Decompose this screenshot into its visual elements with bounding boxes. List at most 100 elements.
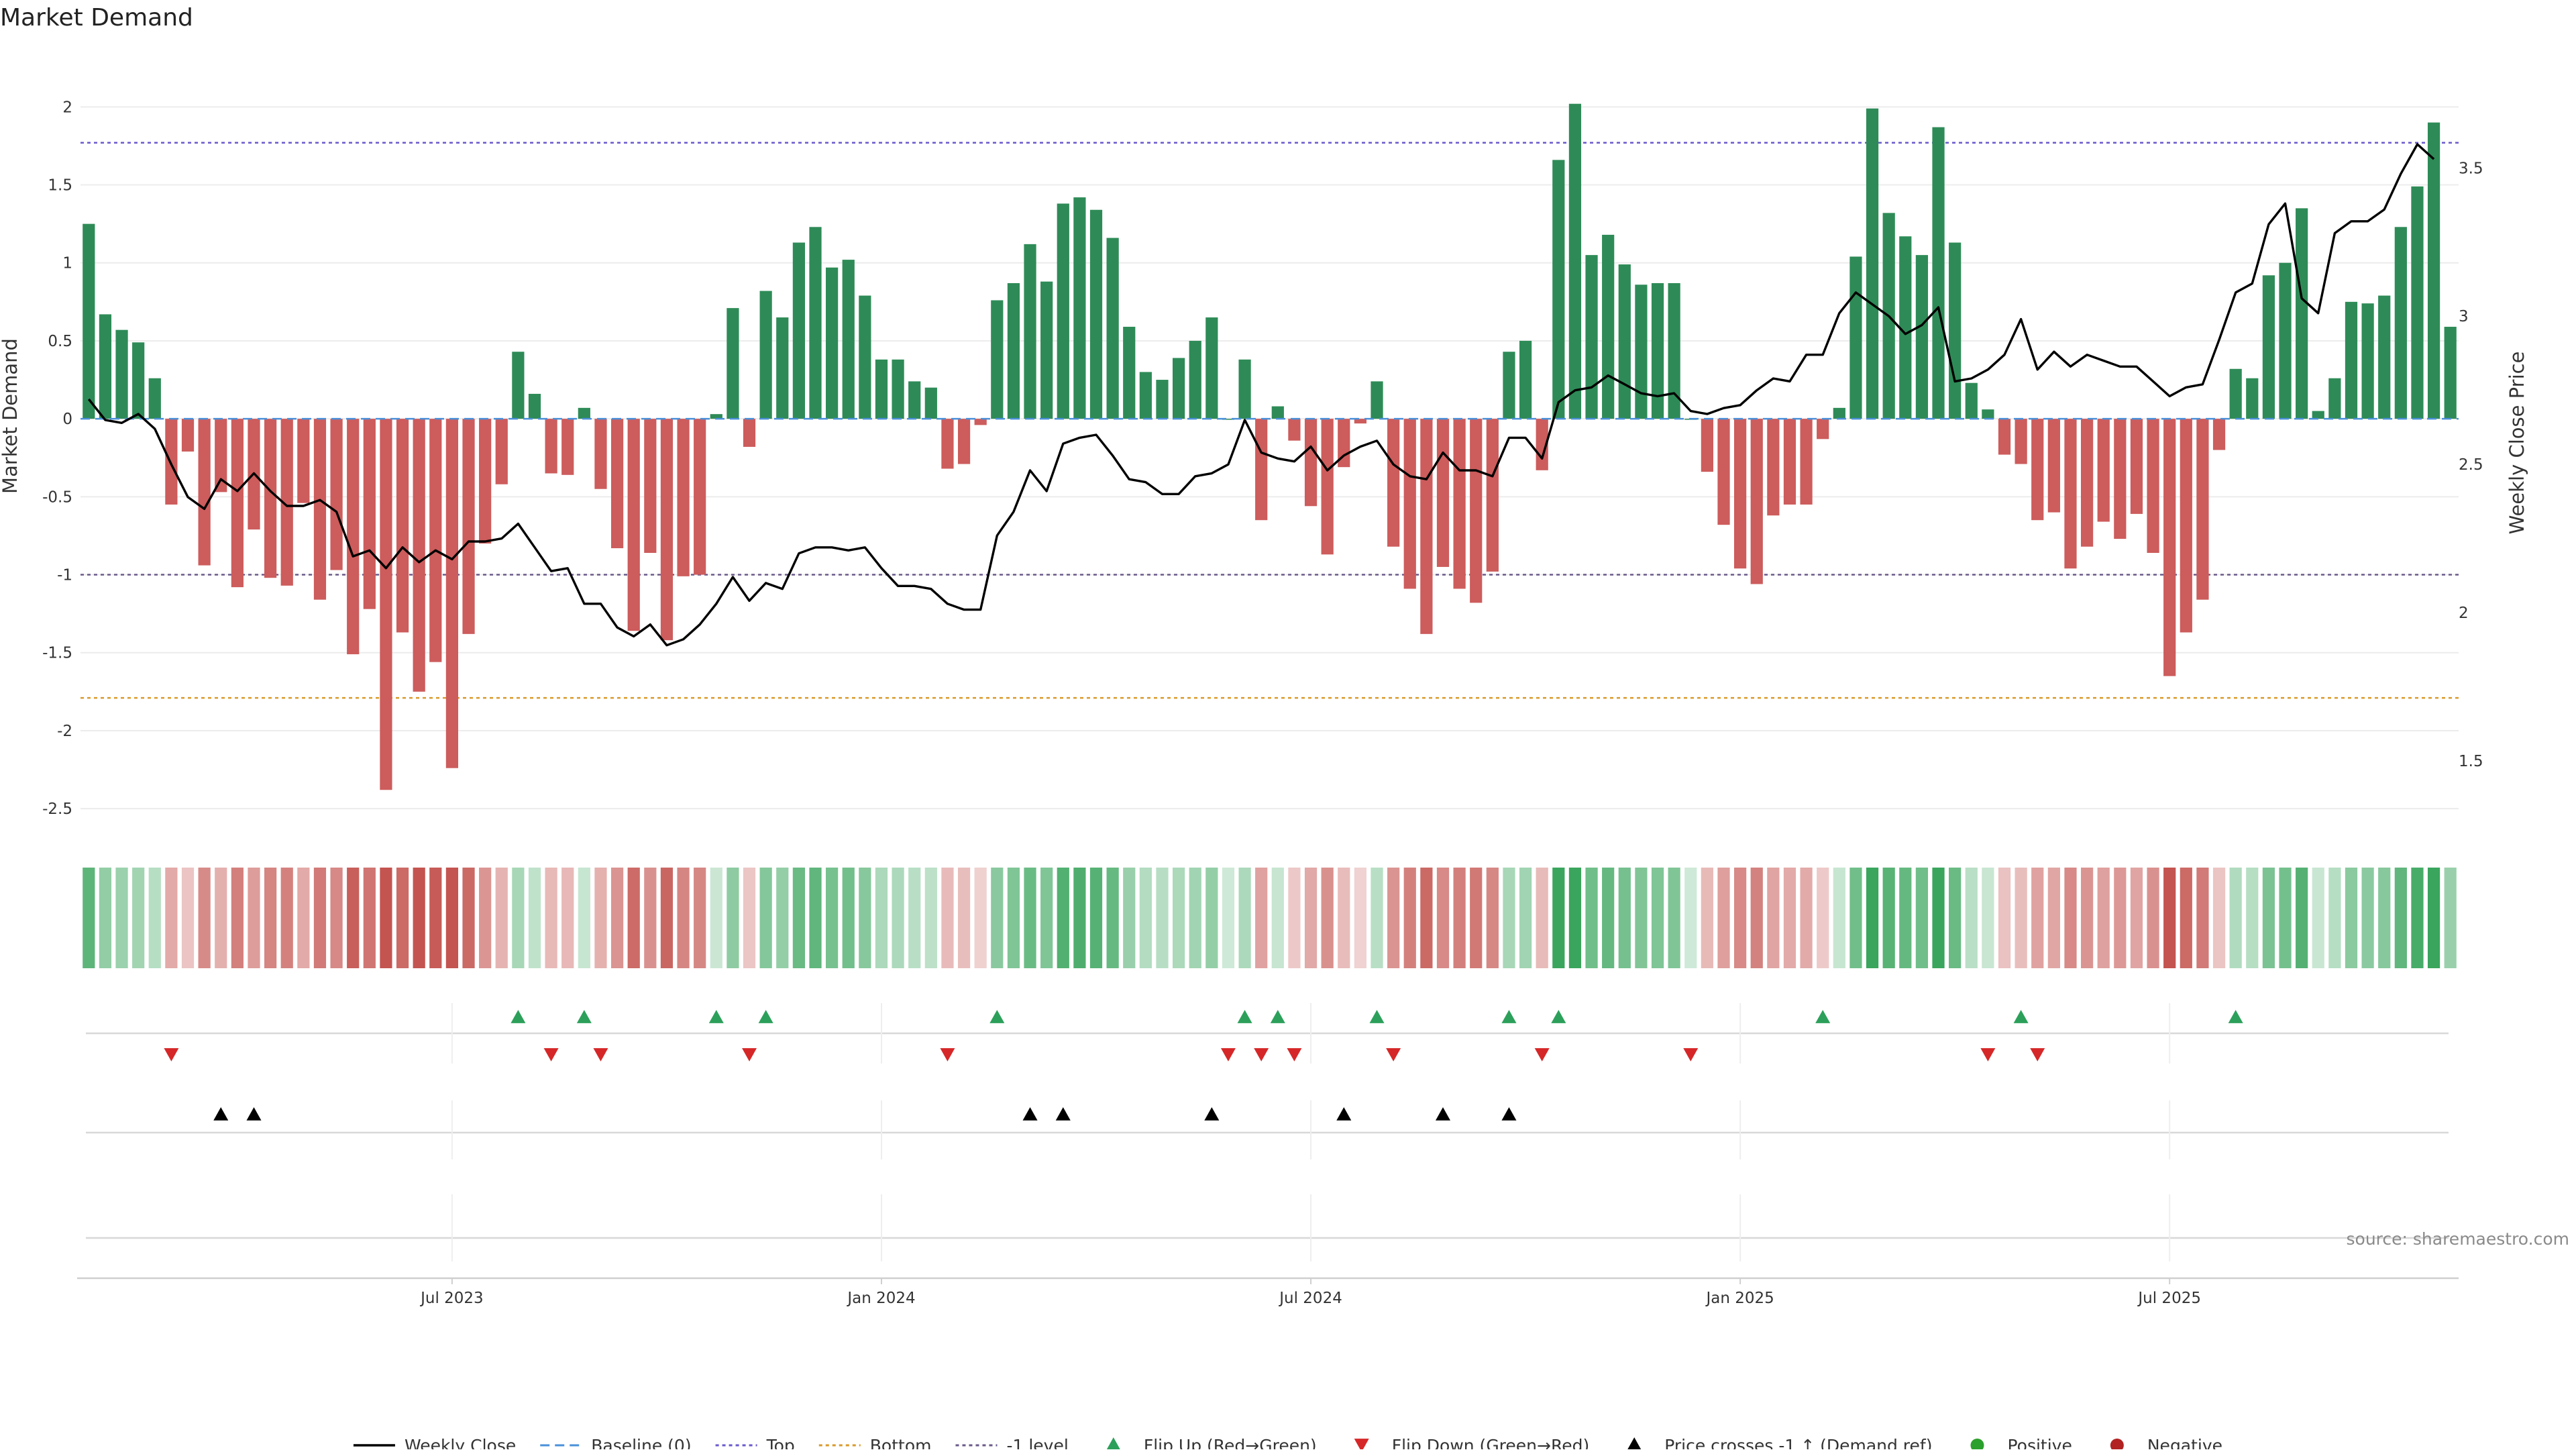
- bar-negative: [297, 419, 310, 503]
- heat-cell: [1965, 868, 1978, 968]
- heat-cell: [231, 868, 244, 968]
- flip-up-marker: [1369, 1010, 1385, 1023]
- bar-negative: [1536, 419, 1548, 470]
- heat-cell: [892, 868, 904, 968]
- x-tick-label: Jul 2025: [2137, 1290, 2201, 1307]
- bar-positive: [776, 317, 789, 419]
- bar-negative: [1767, 419, 1780, 516]
- bar-positive: [1156, 380, 1169, 419]
- bar-positive: [924, 387, 937, 419]
- bar-positive: [2444, 327, 2457, 419]
- bar-positive: [1635, 284, 1648, 419]
- bar-positive: [1519, 340, 1532, 419]
- bar-negative: [1255, 419, 1268, 521]
- right-tick-label: 3: [2459, 308, 2469, 325]
- bar-negative: [363, 419, 376, 609]
- heat-cell: [2147, 868, 2159, 968]
- heat-cell: [1668, 868, 1680, 968]
- legend-label: Flip Up (Red→Green): [1144, 1436, 1317, 1449]
- bar-negative: [694, 419, 706, 575]
- heat-cell: [727, 868, 739, 968]
- heat-cell: [2296, 868, 2308, 968]
- right-tick-label: 1.5: [2459, 753, 2483, 770]
- heat-cell: [1486, 868, 1499, 968]
- heat-cell: [859, 868, 871, 968]
- bar-negative: [1470, 419, 1483, 603]
- heat-cell: [1024, 868, 1036, 968]
- heat-cell: [1288, 868, 1301, 968]
- heat-cell: [1701, 868, 1713, 968]
- bar-positive: [512, 352, 525, 419]
- heat-cell: [776, 868, 789, 968]
- heat-cell: [1767, 868, 1780, 968]
- heat-cell: [280, 868, 293, 968]
- right-tick-label: 2.5: [2459, 456, 2483, 474]
- heat-cell: [1982, 868, 1994, 968]
- bar-positive: [1568, 103, 1582, 419]
- flip-down-marker: [1534, 1048, 1550, 1061]
- heat-cell: [561, 868, 574, 968]
- bar-negative: [1403, 419, 1416, 589]
- bar-negative: [1717, 419, 1730, 525]
- flip-down-marker: [1386, 1048, 1401, 1061]
- reference-lines: [80, 142, 2459, 699]
- cross-up-marker: [1501, 1107, 1517, 1121]
- bar-positive: [2296, 208, 2308, 419]
- bar-negative: [610, 419, 624, 549]
- bar-negative: [2064, 419, 2077, 569]
- bar-positive: [1139, 372, 1152, 419]
- x-tick-label: Jul 2023: [419, 1290, 484, 1307]
- bar-negative: [413, 419, 425, 692]
- bar-positive: [1651, 282, 1664, 419]
- bar-negative: [545, 419, 557, 474]
- bar-positive: [1089, 209, 1103, 419]
- heat-cell: [610, 868, 624, 968]
- bar-positive: [2345, 301, 2358, 419]
- bar-negative: [561, 419, 574, 475]
- heat-cell: [1139, 868, 1152, 968]
- heat-cell: [2444, 868, 2457, 968]
- bar-negative: [2047, 419, 2060, 513]
- bar-negative: [2163, 419, 2176, 676]
- heat-cell: [2279, 868, 2292, 968]
- bar-negative: [495, 419, 508, 484]
- bar-positive: [1602, 234, 1615, 419]
- heat-cell: [462, 868, 475, 968]
- heat-cell: [2047, 868, 2060, 968]
- heat-cell: [677, 868, 690, 968]
- bar-negative: [347, 419, 360, 655]
- bar-positive: [1057, 203, 1069, 419]
- heat-cell: [1800, 868, 1813, 968]
- bar-negative: [1288, 419, 1301, 441]
- bar-positive: [991, 300, 1004, 419]
- bar-negative: [1817, 419, 1829, 439]
- heat-cell: [941, 868, 954, 968]
- bar-positive: [1123, 327, 1136, 419]
- heat-cell: [594, 868, 607, 968]
- bar-negative: [215, 419, 227, 492]
- bar-positive: [132, 342, 145, 419]
- cross-up-marker: [1204, 1107, 1220, 1121]
- bar-negative: [2196, 419, 2209, 600]
- heat-cell: [1123, 868, 1136, 968]
- heat-cell: [1783, 868, 1796, 968]
- bar-positive: [908, 381, 921, 419]
- bar-positive: [1073, 197, 1086, 419]
- bar-negative: [1304, 419, 1318, 507]
- bar-positive: [2378, 295, 2391, 419]
- bar-negative: [2147, 419, 2159, 554]
- legend-label: Flip Down (Green→Red): [1392, 1436, 1590, 1449]
- bar-negative: [1998, 419, 2011, 455]
- bar-positive: [1024, 244, 1036, 419]
- flip-down-marker: [543, 1048, 559, 1061]
- flip-down-marker: [1683, 1048, 1699, 1061]
- bar-positive: [1040, 281, 1053, 419]
- bar-positive: [2262, 275, 2275, 419]
- heat-cell: [396, 868, 409, 968]
- left-tick-label: 1: [62, 255, 72, 272]
- right-axis-ticks: 3.5 3 2.5 2 1.5: [2459, 160, 2483, 770]
- legend-label: Negative: [2147, 1436, 2222, 1449]
- bar-negative: [1387, 419, 1400, 547]
- heat-cell: [578, 868, 590, 968]
- bar-positive: [2246, 378, 2259, 419]
